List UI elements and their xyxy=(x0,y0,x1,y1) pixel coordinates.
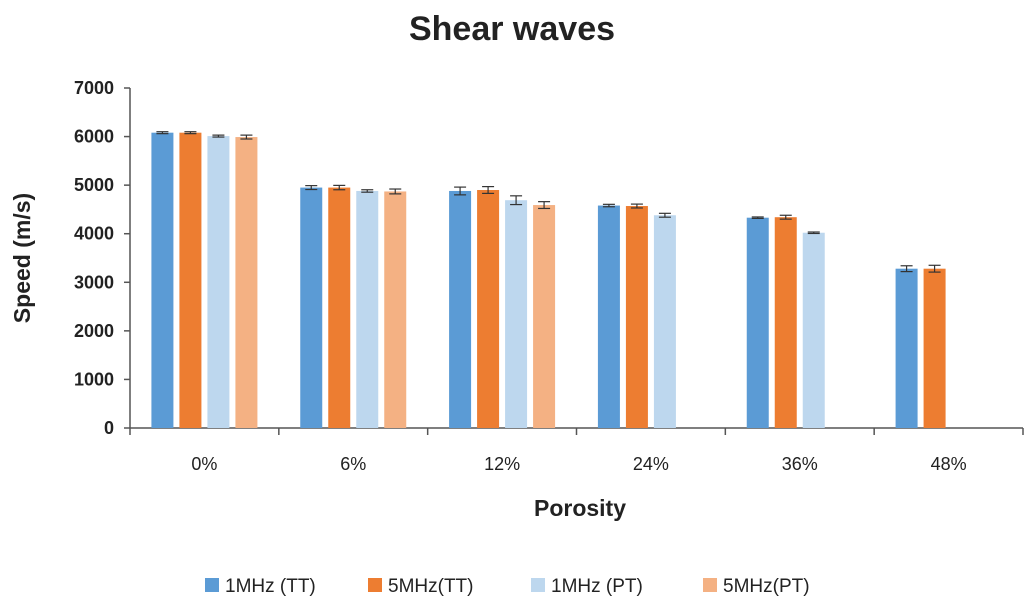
legend: 1MHz (TT) 5MHz(TT) 1MHz (PT) 5MHz(PT) xyxy=(205,576,810,597)
y-tick-label: 7000 xyxy=(74,78,114,98)
legend-label: 1MHz (PT) xyxy=(551,576,643,597)
legend-swatch xyxy=(531,578,545,592)
bar xyxy=(653,215,676,428)
legend-label: 1MHz (TT) xyxy=(225,576,316,597)
legend-label: 5MHz(TT) xyxy=(388,576,473,597)
bar xyxy=(625,206,648,428)
bar xyxy=(356,190,379,428)
y-tick-label: 5000 xyxy=(74,175,114,195)
x-tick-label: 6% xyxy=(340,454,366,474)
chart-title: Shear waves xyxy=(409,10,615,48)
y-axis-title: Speed (m/s) xyxy=(9,193,35,323)
y-tick-label: 0 xyxy=(104,418,114,438)
bar xyxy=(533,205,556,428)
legend-swatch xyxy=(703,578,717,592)
x-tick-label: 24% xyxy=(633,454,669,474)
bar xyxy=(300,187,323,428)
bar xyxy=(151,132,174,428)
y-tick-label: 3000 xyxy=(74,272,114,292)
bar xyxy=(207,136,230,429)
x-tick-label: 0% xyxy=(191,454,217,474)
bar xyxy=(235,137,258,429)
bar xyxy=(328,187,351,428)
legend-swatch xyxy=(368,578,382,592)
bar xyxy=(774,217,797,428)
y-tick-label: 2000 xyxy=(74,321,114,341)
legend-label: 5MHz(PT) xyxy=(723,576,810,597)
y-tick-label: 1000 xyxy=(74,369,114,389)
plot-area: 0 1000 2000 3000 4000 5000 6000 7000 0% 6% 12% 24% 3… xyxy=(74,78,1024,474)
bar xyxy=(597,205,620,428)
x-tick-label: 48% xyxy=(931,454,967,474)
y-tick-label: 6000 xyxy=(74,127,114,147)
bar xyxy=(895,268,918,428)
bar xyxy=(477,190,500,428)
bar xyxy=(923,268,946,428)
bar xyxy=(802,232,825,428)
bar xyxy=(505,200,528,428)
bar xyxy=(384,191,407,428)
x-tick-label: 12% xyxy=(484,454,520,474)
bar xyxy=(179,132,202,428)
x-tick-label: 36% xyxy=(782,454,818,474)
x-axis-title: Porosity xyxy=(534,495,626,521)
y-tick-label: 4000 xyxy=(74,224,114,244)
legend-swatch xyxy=(205,578,219,592)
bar xyxy=(449,190,472,428)
bar xyxy=(746,217,769,428)
